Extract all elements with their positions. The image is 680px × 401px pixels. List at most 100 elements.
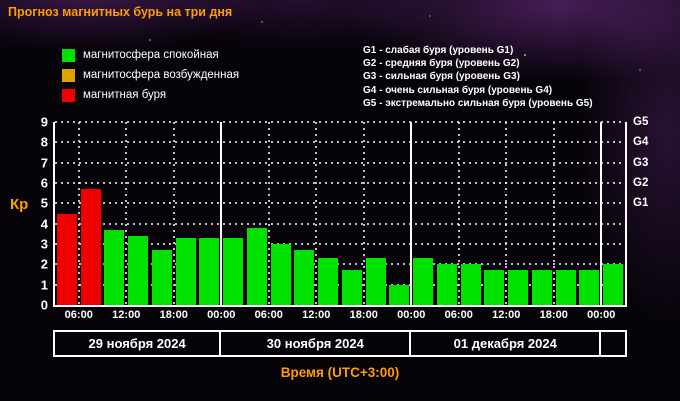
kp-bar [223,237,243,305]
gridline-h [55,243,625,245]
storm-scale-line: G5 - экстремально сильная буря (уровень … [363,97,593,109]
gridline-v [172,122,175,305]
kp-bar [460,264,481,305]
gridline-h [55,161,625,164]
right-axis-labels: G5 G4 G3 G2 G1 [633,116,673,305]
kp-bar [389,284,410,305]
magnetosphere-legend: магнитосфера спокойная магнитосфера возбу… [62,45,239,105]
x-tick-label: 18:00 [159,309,188,321]
g-level-label: G4 [633,136,649,149]
y-tick-label: 1 [40,277,48,293]
kp-bar [80,189,101,305]
x-tick-label: 00:00 [207,309,236,321]
kp-bar [579,270,600,305]
storm-scale-line: G1 - слабая буря (уровень G1) [363,45,514,56]
x-tick-label: 00:00 [587,309,616,321]
kp-bar [128,235,148,305]
kp-bar [56,213,77,305]
date-row: 29 ноября 2024 30 ноября 2024 01 декабря 2… [53,330,627,357]
day-separator-line [600,122,603,305]
gridline-v [362,122,365,305]
gridline-v [457,122,460,305]
y-axis-labels: 0 1 2 3 4 5 6 7 8 9 [20,115,48,313]
storm-scale-line: G2 - средняя буря (уровень G2) [363,58,520,70]
y-tick-label: 3 [40,236,48,252]
x-tick-label: 06:00 [254,309,283,321]
y-tick-label: 8 [40,134,48,150]
gridline-h [55,222,625,225]
gridline-h [55,121,625,123]
legend-item: магнитосфера спокойная [62,45,239,65]
gridline-h [55,141,625,144]
x-axis-tick-labels: 06:00 12:00 18:00 00:00 06:00 12:00 18:00 00:00… [55,309,625,323]
x-tick-label: 00:00 [397,309,426,321]
gridline-v [77,122,80,305]
gridline-h [55,263,625,266]
legend-swatch-excited [62,68,75,82]
legend-item-label: магнитосфера спокойная [83,49,219,61]
legend-item-label: магнитосфера возбужденная [83,69,240,81]
gridline-h [55,182,625,184]
gridline-v [315,122,318,305]
y-tick-label: 5 [40,195,48,211]
gridline-h [55,283,625,286]
legend-swatch-quiet [62,48,75,62]
legend-item-label: магнитная буря [83,89,167,101]
gridline-h [55,202,625,205]
kp-bar [318,258,338,305]
kp-bar [341,270,362,305]
kp-bar [270,244,291,305]
kp-bar [603,264,623,305]
kp-bar [436,264,457,305]
kp-bar [413,258,433,305]
gridline-v [125,122,128,305]
legend-item: магнитосфера возбужденная [62,65,239,85]
time-axis-title: Время (UTC+3:00) [280,365,400,380]
y-tick-label: 6 [40,175,48,191]
gridline-v [505,122,508,305]
gridline-v [552,122,555,305]
kp-bar [246,227,267,305]
x-tick-label: 06:00 [444,309,473,321]
kp-bar [199,237,220,305]
y-tick-label: 7 [40,155,48,171]
kp-bar [508,270,528,305]
kp-bar [151,250,172,305]
page-title: Прогноз магнитных бурь на три дня [8,5,233,19]
g-level-label: G1 [633,197,649,210]
kp-bar [294,250,315,305]
g-level-label: G2 [633,177,649,189]
kp-bar [555,270,576,305]
kp-bar [365,258,386,305]
kp-bar [531,270,552,305]
kp-bar [175,237,196,305]
day-separator-line [220,122,223,305]
legend-item: магнитная буря [62,85,239,105]
storm-scale-legend: G1 - слабая буря (уровень G1) G2 - средня… [363,44,593,110]
y-tick-label: 2 [40,256,48,272]
plot-area [53,121,627,307]
legend-swatch-storm [62,88,75,102]
y-tick-label: 9 [40,114,48,130]
date-cell: 30 ноября 2024 [221,332,412,355]
x-tick-label: 12:00 [112,309,141,321]
x-tick-label: 18:00 [349,309,378,321]
y-tick-label: 4 [40,216,48,232]
kp-bar [104,229,125,305]
g-level-label: G5 [633,116,649,128]
x-tick-label: 12:00 [302,309,331,321]
date-cell: 01 декабря 2024 [411,332,602,355]
x-tick-label: 18:00 [539,309,568,321]
storm-scale-line: G3 - сильная буря (уровень G3) [363,71,520,83]
gridline-v [267,122,270,305]
kp-axis-label: Кр [10,196,29,213]
y-tick-label: 0 [40,297,48,313]
x-tick-label: 12:00 [492,309,521,321]
x-tick-label: 06:00 [64,309,93,321]
date-cell: 29 ноября 2024 [55,332,222,355]
g-level-label: G3 [633,156,649,169]
kp-bar [484,270,505,305]
day-separator-line [410,122,413,305]
date-cell [601,332,625,355]
